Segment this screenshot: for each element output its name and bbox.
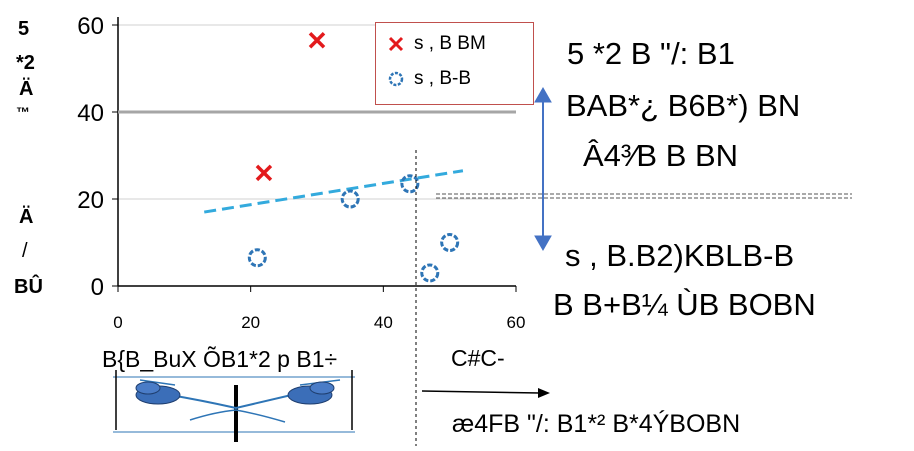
ylabel-line-3: Ä [19, 78, 34, 100]
x-marker-icon [388, 36, 404, 52]
x-axis-label: B{B_BuX ÕB1*2 p B1÷ [102, 346, 338, 372]
trendline-dashed [203, 169, 464, 214]
x-marker-point [255, 164, 273, 182]
ylabel-line-7: BÛ [14, 276, 43, 298]
bottom-annotation: æ4FB "/: B1*² B*4ÝBOBN [452, 410, 741, 438]
ylabel-line-6: / [22, 240, 28, 262]
ylabel-line-4: ™ [16, 104, 30, 120]
annotation-lower-1: s , B.B2)KBLB-B [565, 238, 795, 273]
y-tick-label-0: 0 [91, 274, 104, 301]
data-points [247, 31, 460, 283]
annotation-line-3: Â4³⁄B B BN [583, 138, 739, 173]
annotation-line-1: 5 *2 B "/: B1 [567, 36, 735, 71]
x-tick-label-0: 0 [113, 313, 122, 332]
ylabel-line-1: 5 [18, 18, 30, 40]
legend-item-b: s , B-B [388, 68, 471, 90]
circle-marker-point [400, 174, 420, 194]
chart-legend: s , B BM s , B-B [375, 22, 534, 105]
arrow-label: C#C- [451, 345, 505, 371]
tick-labels: 0 20 40 60 0 20 40 60 [77, 13, 525, 332]
axes [112, 17, 517, 292]
x-tick-label-60: 60 [507, 313, 526, 332]
circle-marker-point [340, 189, 360, 209]
circle-marker-point [420, 263, 440, 283]
x-marker-stroke [308, 31, 326, 49]
legend-item-bm: s , B BM [388, 33, 486, 55]
right-arrow [421, 388, 550, 398]
x-marker-stroke [255, 164, 273, 182]
y-tick-label-40: 40 [77, 100, 104, 127]
annotation-line-2: BAB*¿ B6B*) BN [566, 88, 801, 123]
annotation-lower-2: B B+B¼ ÙB BOBN [553, 287, 816, 322]
plant-illustration [113, 370, 355, 442]
circle-marker-icon [388, 71, 404, 87]
legend-label-b: s , B-B [414, 68, 472, 89]
double-arrow [534, 86, 552, 252]
circle-marker-point [440, 233, 460, 252]
legend-label-bm: s , B BM [414, 33, 486, 54]
circle-marker-point [247, 248, 267, 268]
y-tick-label-60: 60 [77, 13, 104, 40]
x-marker-point [308, 31, 326, 49]
x-tick-label-40: 40 [374, 313, 393, 332]
ylabel-line-5: Ä [19, 206, 34, 228]
y-tick-label-20: 20 [77, 187, 104, 214]
ylabel-line-2: *2 [16, 52, 35, 74]
x-tick-label-20: 20 [241, 313, 260, 332]
trendline [203, 169, 464, 214]
